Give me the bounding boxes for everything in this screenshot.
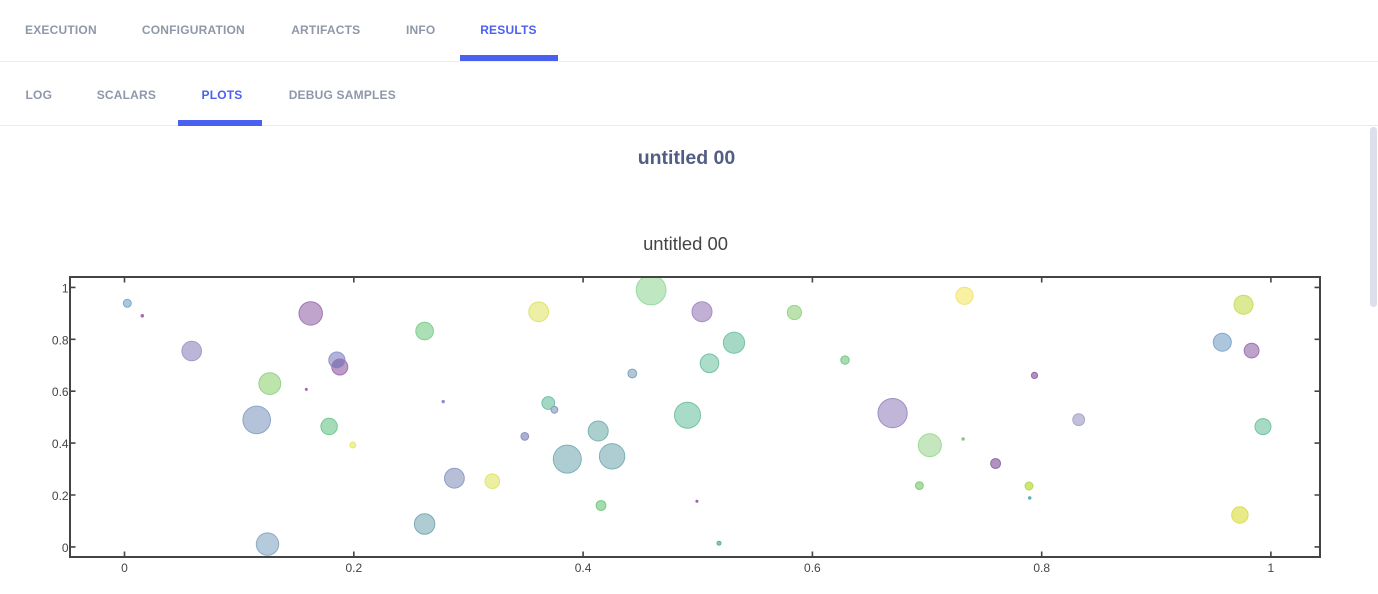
svg-text:1: 1 bbox=[62, 281, 69, 295]
svg-text:0.4: 0.4 bbox=[52, 437, 69, 451]
svg-text:0.8: 0.8 bbox=[52, 333, 69, 347]
svg-text:1: 1 bbox=[1268, 561, 1275, 575]
svg-text:0.6: 0.6 bbox=[804, 561, 821, 575]
svg-text:0: 0 bbox=[121, 561, 128, 575]
svg-text:0: 0 bbox=[62, 541, 69, 555]
svg-text:0.2: 0.2 bbox=[345, 561, 362, 575]
svg-text:0.8: 0.8 bbox=[1033, 561, 1050, 575]
svg-text:0.4: 0.4 bbox=[575, 561, 592, 575]
svg-text:0.6: 0.6 bbox=[52, 385, 69, 399]
svg-text:0.2: 0.2 bbox=[52, 489, 69, 503]
